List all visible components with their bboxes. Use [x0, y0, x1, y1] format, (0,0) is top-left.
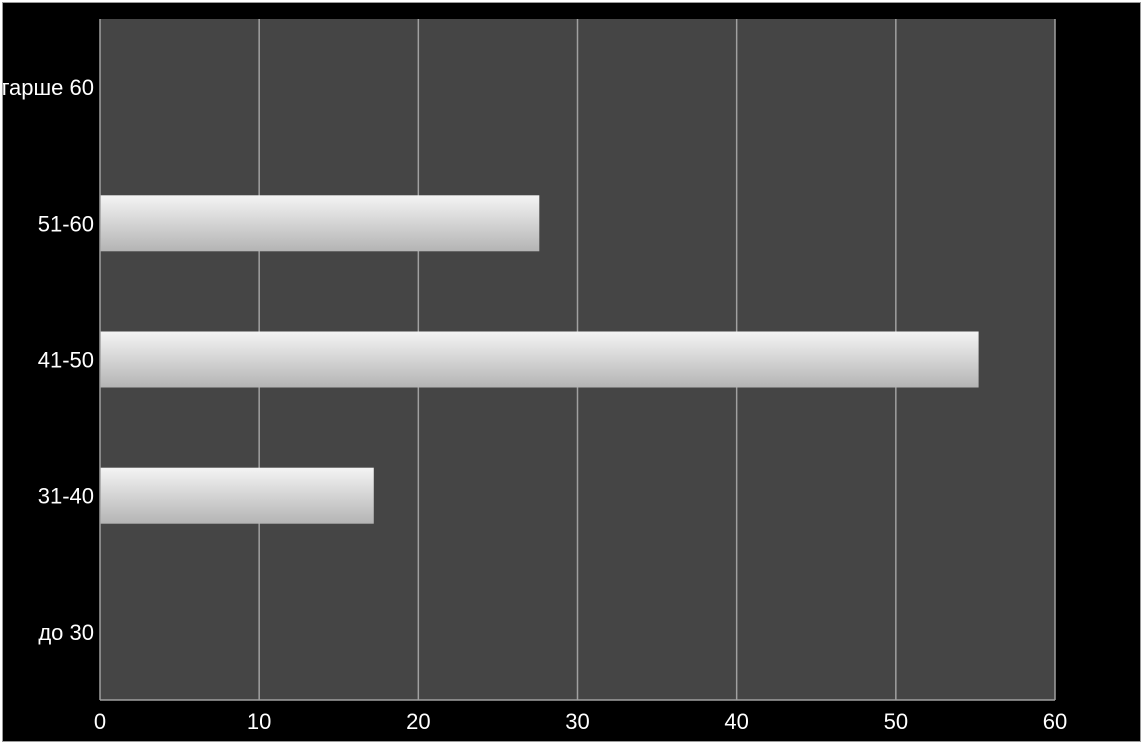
x-tick-label: 10	[247, 709, 271, 734]
y-tick-label: 41-50	[38, 348, 94, 373]
bar-31-40	[100, 467, 374, 524]
bar-41-50	[100, 331, 979, 388]
x-tick-label: 60	[1043, 709, 1067, 734]
bar-chart: 0 10 20 30 40 50 60 до 30 31-40 41-50 51-60 старше…	[3, 19, 1067, 734]
x-axis-tick-labels: 0 10 20 30 40 50 60	[94, 709, 1067, 734]
x-tick-label: 20	[406, 709, 430, 734]
x-tick-label: 50	[884, 709, 908, 734]
y-axis-category-labels: до 30 31-40 41-50 51-60 старше 60	[3, 75, 94, 645]
bar-51-60	[100, 195, 540, 252]
x-tick-label: 40	[724, 709, 748, 734]
y-tick-label: 51-60	[38, 211, 94, 236]
y-tick-label: до 30	[38, 620, 94, 645]
axes	[99, 19, 1055, 701]
y-tick-label: 31-40	[38, 484, 94, 509]
x-tick-label: 0	[94, 709, 106, 734]
bars	[100, 195, 979, 524]
y-tick-label: старше 60	[3, 75, 94, 100]
x-tick-label: 30	[565, 709, 589, 734]
